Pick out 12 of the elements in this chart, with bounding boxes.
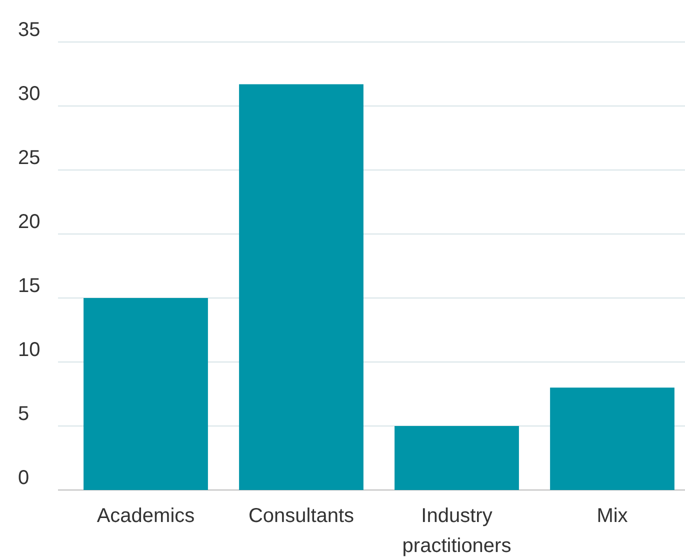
x-tick-label: Mix — [596, 505, 628, 527]
y-tick-label: 25 — [18, 147, 40, 169]
y-tick-label: 10 — [18, 339, 40, 361]
x-tick-label: Industry practitioners — [402, 505, 512, 557]
y-tick-label: 35 — [18, 19, 40, 41]
y-tick-label: 15 — [18, 275, 40, 297]
y-tick-label: 5 — [18, 403, 30, 425]
x-tick-label: Academics — [96, 505, 195, 527]
y-tick-label: 0 — [18, 467, 30, 489]
y-tick-label: 20 — [18, 211, 40, 233]
x-tick-label: Consultants — [248, 505, 354, 527]
y-tick-label: 30 — [18, 83, 40, 105]
